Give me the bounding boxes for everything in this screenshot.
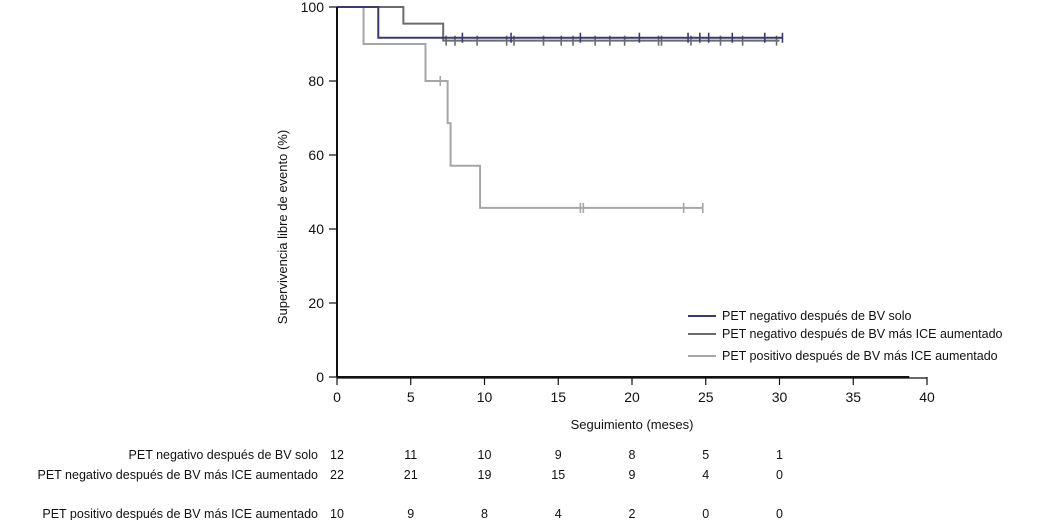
x-axis-title: Seguimiento (meses) [571, 417, 694, 432]
y-tick-label: 0 [316, 369, 324, 385]
y-axis-title: Supervivencia libre de evento (%) [275, 130, 290, 324]
y-tick-label: 40 [308, 221, 324, 237]
x-tick-label: 20 [624, 389, 640, 405]
risk-number: 12 [330, 448, 344, 462]
x-tick-label: 15 [550, 389, 566, 405]
risk-number: 4 [555, 507, 562, 520]
risk-row-label-bv-ice-negativo: PET negativo después de BV más ICE aumen… [38, 468, 319, 482]
risk-number: 10 [330, 507, 344, 520]
risk-number: 0 [776, 507, 783, 520]
risk-number: 22 [330, 468, 344, 482]
risk-number: 15 [551, 468, 565, 482]
x-ticks: 0 5 10 15 20 25 30 35 40 [333, 377, 935, 405]
risk-number: 8 [629, 448, 636, 462]
y-ticks: 0 20 40 60 80 100 [301, 0, 337, 385]
legend-label-bv-solo: PET negativo después de BV solo [722, 309, 912, 323]
y-tick-label: 20 [308, 295, 324, 311]
legend-label-bv-ice-positivo: PET positivo después de BV más ICE aumen… [722, 349, 998, 363]
x-tick-label: 40 [919, 389, 935, 405]
risk-number: 9 [629, 468, 636, 482]
risk-number: 11 [404, 448, 417, 462]
curve-bv-ice-positivo [337, 6, 703, 209]
risk-number: 0 [776, 468, 783, 482]
risk-number: 9 [407, 507, 414, 520]
x-tick-label: 25 [698, 389, 714, 405]
legend-label-bv-ice-negativo: PET negativo después de BV más ICE aumen… [722, 327, 1003, 341]
x-tick-label: 30 [772, 389, 788, 405]
risk-number: 1 [776, 448, 783, 462]
risk-number: 21 [404, 468, 418, 482]
risk-number: 4 [702, 468, 709, 482]
y-tick-label: 60 [308, 147, 324, 163]
x-tick-label: 10 [477, 389, 493, 405]
risk-numbers: 12 11 10 9 8 5 1 22 21 19 15 9 4 0 10 9 8 4 2 0 0 [330, 448, 783, 520]
x-tick-label: 5 [407, 389, 415, 405]
risk-number: 19 [478, 468, 492, 482]
risk-number: 9 [555, 448, 562, 462]
risk-number: 0 [702, 507, 709, 520]
y-tick-label: 100 [301, 0, 325, 15]
risk-number: 8 [481, 507, 488, 520]
y-tick-label: 80 [308, 73, 324, 89]
risk-row-label-bv-solo: PET negativo después de BV solo [129, 448, 319, 462]
axes: 0 5 10 15 20 25 30 35 40 0 20 40 60 80 100 [301, 0, 935, 405]
risk-table: PET negativo después de BV solo PET nega… [38, 448, 784, 520]
x-tick-label: 0 [333, 389, 341, 405]
legend: PET negativo después de BV solo PET nega… [688, 309, 1003, 363]
curve-bv-ice-negativo [337, 6, 780, 42]
plot-area [337, 6, 784, 213]
risk-row-label-bv-ice-positivo: PET positivo después de BV más ICE aumen… [42, 507, 318, 520]
x-tick-label: 35 [845, 389, 861, 405]
risk-number: 5 [702, 448, 709, 462]
risk-number: 10 [478, 448, 492, 462]
risk-number: 2 [629, 507, 636, 520]
